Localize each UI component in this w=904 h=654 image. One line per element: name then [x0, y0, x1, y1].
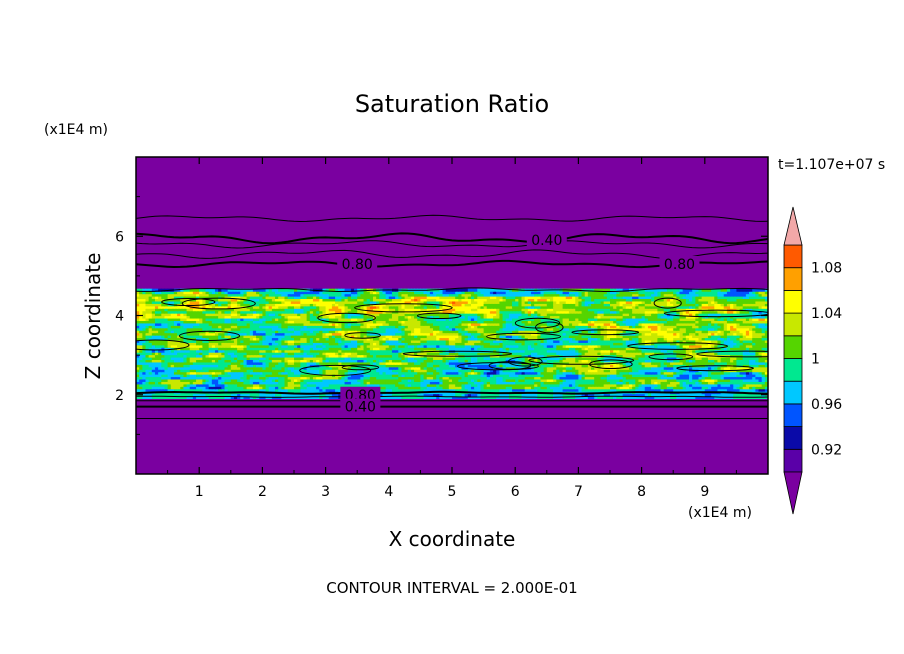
colorbar-segment [783, 426, 803, 450]
colorbar-segment [783, 312, 803, 337]
x-tick-label: 4 [384, 484, 393, 500]
contour-line [181, 297, 256, 310]
colorbar-under-triangle [783, 471, 803, 515]
colorbar-segment [783, 380, 803, 405]
x-tick-label: 6 [511, 484, 520, 500]
contour-line [354, 303, 453, 313]
colorbar-segment [783, 267, 803, 291]
y-axis-label: Z coordinate [81, 253, 105, 380]
colorbar-segment [783, 335, 803, 359]
contour-label: 0.40 [345, 400, 376, 416]
contour-label: 0.40 [531, 233, 562, 249]
x-tick-label: 3 [321, 484, 330, 500]
colorbar: 0.92 0.96 1 1.04 1.08 [783, 206, 842, 515]
contour-line [344, 332, 381, 339]
contour-line [416, 312, 462, 319]
axes: 1 2 3 4 5 6 7 8 9 2 4 6 [115, 157, 768, 500]
contour-line [402, 350, 513, 357]
contour-label-bg [337, 255, 378, 271]
contour-line [627, 342, 728, 350]
colorbar-label: 0.96 [811, 397, 842, 413]
contour-line [341, 364, 380, 371]
contour-label-bg [340, 386, 381, 402]
contour-label-bg [340, 398, 381, 414]
contour-line [663, 309, 768, 318]
contour-line [696, 350, 768, 358]
x-unit-label: (x1E4 m) [688, 505, 752, 521]
colorbar-segment [783, 448, 803, 473]
x-tick-label: 1 [195, 484, 204, 500]
x-tick-label: 2 [258, 484, 267, 500]
contour-line [317, 312, 376, 324]
contour-line [136, 240, 768, 249]
time-label: t=1.107e+07 s [778, 157, 885, 173]
contour-line [136, 395, 768, 398]
colorbar-label: 1.04 [811, 306, 842, 322]
y-tick-label: 6 [115, 229, 124, 245]
contour-line [508, 356, 543, 367]
x-tick-label: 9 [700, 484, 709, 500]
contour-line [136, 214, 768, 223]
y-tick-label: 2 [115, 388, 124, 404]
x-tick-label: 5 [448, 484, 457, 500]
contour-line [136, 232, 768, 245]
contour-line [161, 298, 216, 306]
contour-line [136, 339, 190, 351]
colorbar-segment [783, 244, 803, 269]
colorbar-label: 1 [811, 352, 820, 368]
contour-line [535, 321, 564, 334]
contour-line [179, 330, 240, 341]
contour-line [136, 287, 768, 293]
contour-line [514, 317, 561, 329]
contour-line [676, 365, 754, 372]
x-tick-label: 8 [637, 484, 646, 500]
y-tick-label: 4 [115, 309, 124, 325]
contour-line [457, 362, 539, 371]
y-unit-label: (x1E4 m) [44, 122, 108, 138]
colorbar-segment [783, 358, 803, 382]
colorbar-over-triangle [783, 206, 803, 246]
contour-labels: 0.400.80 0.800.800.40 [337, 232, 700, 416]
contour-line [589, 359, 633, 370]
contour-line [648, 353, 694, 361]
chart-title: Saturation Ratio [355, 90, 549, 118]
contour-lines [136, 214, 768, 419]
contour-label: 0.80 [664, 257, 695, 273]
contour-interval-note: CONTOUR INTERVAL = 2.000E-01 [326, 579, 577, 597]
colorbar-segment [783, 289, 803, 314]
x-axis-label: X coordinate [389, 527, 516, 551]
contour-label: 0.80 [342, 257, 373, 273]
contour-line [299, 364, 372, 376]
contour-label-bg [659, 255, 700, 271]
x-tick-label: 7 [574, 484, 583, 500]
contour-label-bg [526, 232, 567, 248]
contour-line [571, 329, 640, 336]
colorbar-label: 1.08 [811, 261, 842, 277]
contour-line [528, 355, 635, 365]
contour-line [136, 390, 768, 395]
contour-line [653, 297, 682, 309]
colorbar-label: 0.92 [811, 442, 842, 458]
contour-line [486, 332, 561, 341]
colorbar-segment [783, 403, 803, 427]
